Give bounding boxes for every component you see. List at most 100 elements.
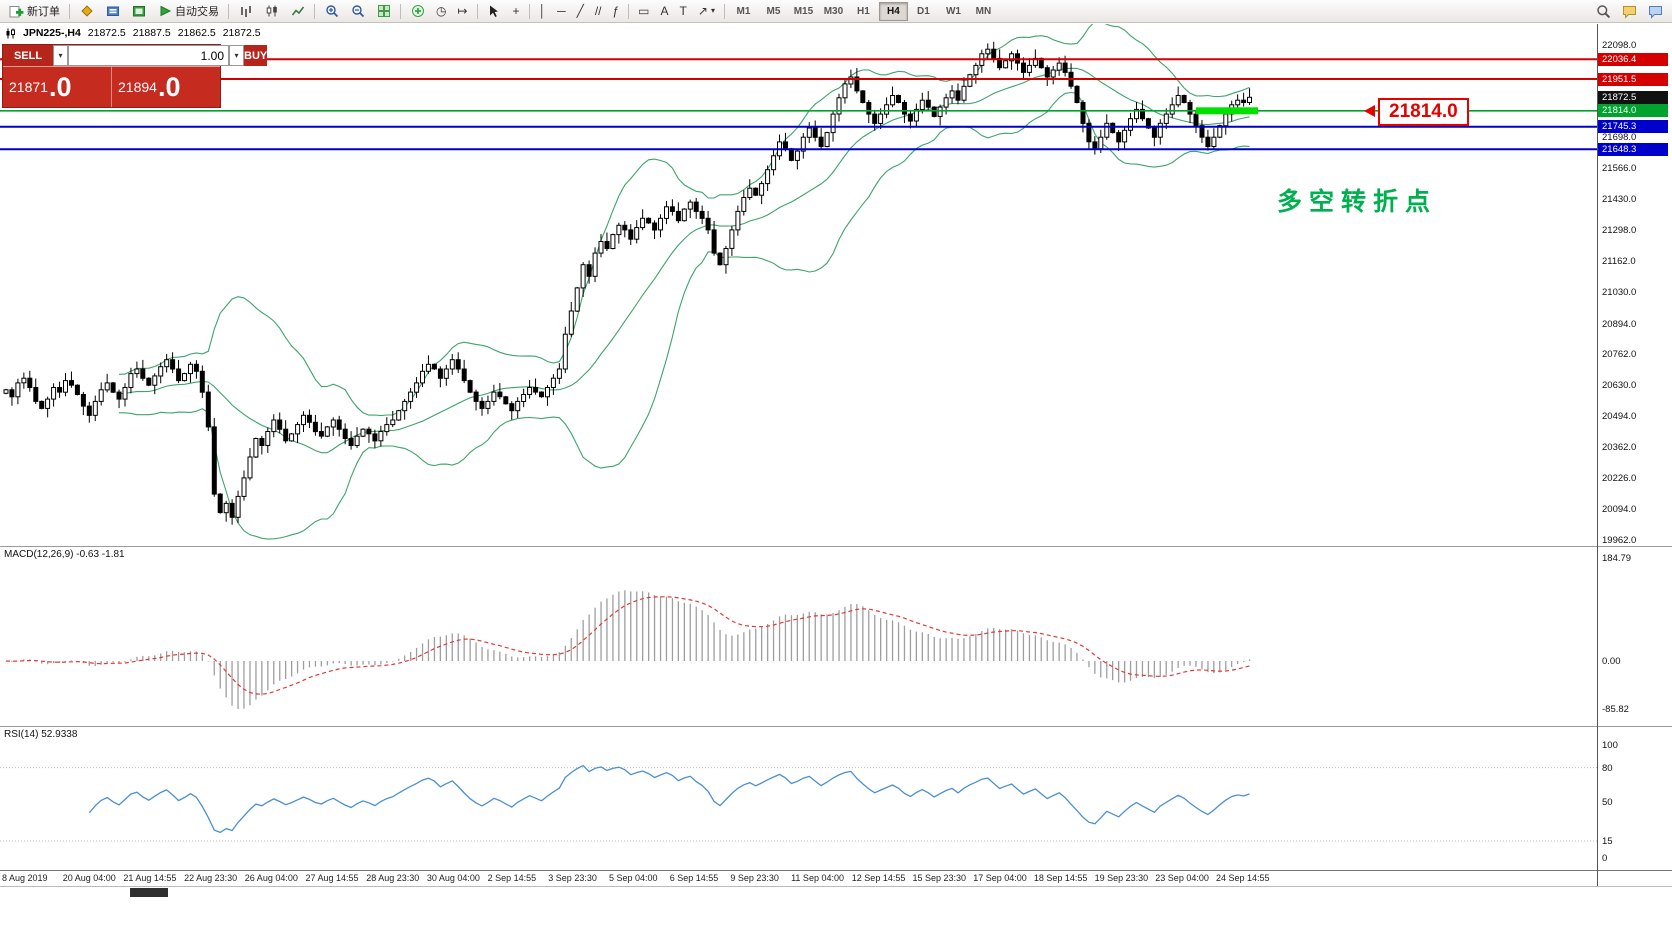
clock-icon: ◷: [436, 4, 447, 18]
time-axis-label: 8 Aug 2019: [2, 873, 48, 883]
sell-price-fraction: .0: [48, 71, 72, 102]
macd-scale-label: 184.79: [1602, 552, 1632, 564]
text-icon: A: [660, 4, 669, 18]
fibonacci-button[interactable]: ƒ: [607, 1, 624, 22]
crosshair-icon: +: [512, 4, 520, 18]
bar-chart-icon: [238, 4, 253, 19]
time-axis-label: 27 Aug 14:55: [305, 873, 359, 883]
timeframe-h1-button[interactable]: H1: [857, 5, 870, 17]
price-axis[interactable]: 22098.0 22036.4 21951.5 21872.5 21814.0 21745…: [1598, 24, 1672, 884]
bar-chart-button[interactable]: [233, 1, 258, 22]
price-tick-label: 20226.0: [1602, 473, 1637, 485]
macd-scale-label: -85.82: [1602, 704, 1629, 716]
time-axis-label: 3 Sep 23:30: [548, 873, 597, 883]
macd-panel[interactable]: [0, 547, 1597, 725]
chart-symbol: JPN225-,H4: [23, 27, 81, 39]
time-axis-label: 12 Sep 14:55: [851, 873, 906, 883]
zoom-in-button[interactable]: [319, 1, 344, 22]
indicators-button[interactable]: [405, 1, 430, 22]
main-chart[interactable]: [0, 24, 1597, 546]
autotrading-button[interactable]: 自动交易: [152, 1, 224, 22]
community-button[interactable]: [1617, 1, 1642, 22]
timeframe-m1-button[interactable]: M1: [736, 5, 751, 17]
timeframe-d1-button[interactable]: D1: [917, 5, 930, 17]
rsi-scale-label: 0: [1602, 853, 1608, 864]
macd-indicator-label: MACD(12,26,9) -0.63 -1.81: [4, 549, 125, 560]
chat-button[interactable]: [1643, 1, 1668, 22]
zoom-out-button[interactable]: [345, 1, 370, 22]
candles-layer[interactable]: [3, 41, 1252, 525]
time-axis-label: 5 Sep 04:00: [609, 873, 658, 883]
rsi-panel[interactable]: [0, 727, 1597, 869]
panel-separator[interactable]: [0, 726, 1672, 727]
panel-separator[interactable]: [0, 546, 1672, 547]
crosshair-button[interactable]: +: [508, 1, 525, 22]
vertical-line-icon: │: [538, 4, 547, 18]
toolbar-separator: [723, 3, 725, 19]
channel-button[interactable]: //: [590, 1, 607, 22]
turning-point-note[interactable]: 多空转折点: [1277, 188, 1438, 216]
chat-bubble-icon: [1648, 4, 1663, 19]
navigator-button[interactable]: [100, 1, 125, 22]
sell-price-main: 21871: [9, 79, 48, 95]
price-level-badge: 22036.4: [1598, 52, 1668, 66]
timeframe-h4-button[interactable]: H4: [878, 1, 908, 21]
horizontal-line-button[interactable]: ─: [552, 1, 571, 22]
tile-windows-button[interactable]: [371, 1, 396, 22]
ohlc-high: 21887.5: [132, 27, 171, 39]
ohlc-open: 21872.5: [87, 27, 126, 39]
arrows-button[interactable]: ↗ ▾: [693, 1, 720, 22]
highlighted-line-segment[interactable]: [1196, 107, 1258, 115]
text-button[interactable]: A: [656, 1, 674, 22]
buy-price[interactable]: 21894 .0: [111, 67, 220, 107]
rsi-scale-label: 15: [1602, 836, 1613, 847]
search-button[interactable]: [1591, 1, 1616, 22]
time-axis-label: 30 Aug 04:00: [426, 873, 480, 883]
shapes-button[interactable]: ▭: [633, 1, 654, 22]
price-tick-label: 20094.0: [1602, 503, 1637, 515]
candlestick-chart-button[interactable]: [259, 1, 284, 22]
ohlc-close: 21872.5: [222, 27, 261, 39]
trendline-button[interactable]: ╱: [572, 1, 589, 22]
periods-button[interactable]: ◷: [431, 1, 451, 22]
vertical-line-button[interactable]: │: [534, 1, 552, 22]
macd-signal-line: [5, 596, 1250, 695]
fibonacci-icon: ƒ: [612, 4, 620, 18]
new-order-button[interactable]: 新订单: [4, 1, 65, 22]
buy-button[interactable]: BUY: [244, 45, 268, 66]
line-chart-button[interactable]: [285, 1, 310, 22]
toolbar-separator: [400, 3, 401, 19]
timeframe-m30-button[interactable]: M30: [823, 5, 844, 17]
volume-preset-dropdown[interactable]: ▾: [53, 45, 68, 66]
time-axis-label: 19 Sep 23:30: [1094, 873, 1149, 883]
macd-scale-label: 0.00: [1602, 656, 1621, 667]
time-axis-label: 9 Sep 23:30: [730, 873, 779, 883]
market-watch-button[interactable]: [74, 1, 99, 22]
rsi-indicator-label: RSI(14) 52.9338: [4, 729, 78, 740]
terminal-button[interactable]: [126, 1, 151, 22]
timeframe-mn-button[interactable]: MN: [975, 5, 992, 17]
price-level-badge: 21814.0: [1598, 104, 1668, 118]
time-axis[interactable]: 8 Aug 2019 20 Aug 04:00 21 Aug 14:55 22 Aug…: [0, 871, 1597, 886]
label-button[interactable]: T: [675, 1, 692, 22]
trendline-icon: ╱: [576, 4, 584, 18]
sell-price[interactable]: 21871 .0: [3, 67, 111, 107]
volume-input[interactable]: [68, 45, 229, 66]
toolbar-separator: [528, 3, 530, 19]
timeframe-m15-button[interactable]: M15: [793, 5, 814, 17]
label-icon: T: [679, 4, 687, 18]
price-tick-label: 21698.0: [1602, 132, 1637, 144]
time-axis-label: 22 Aug 23:30: [184, 873, 238, 883]
price-level-badge: 21648.3: [1598, 142, 1668, 156]
chart-shift-button[interactable]: ↦: [452, 1, 472, 22]
sell-button[interactable]: SELL: [3, 45, 53, 66]
timeframe-m5-button[interactable]: M5: [766, 5, 781, 17]
time-axis-label: 6 Sep 14:55: [669, 873, 719, 883]
chart-scrollbar-thumb[interactable]: [130, 888, 168, 897]
new-order-icon: [9, 4, 24, 19]
timeframe-w1-button[interactable]: W1: [945, 5, 961, 17]
panel-separator: [0, 886, 1672, 887]
volume-stepper[interactable]: ▾: [229, 45, 244, 66]
price-callout-box[interactable]: 21814.0: [1378, 98, 1469, 126]
cursor-button[interactable]: [482, 1, 507, 22]
